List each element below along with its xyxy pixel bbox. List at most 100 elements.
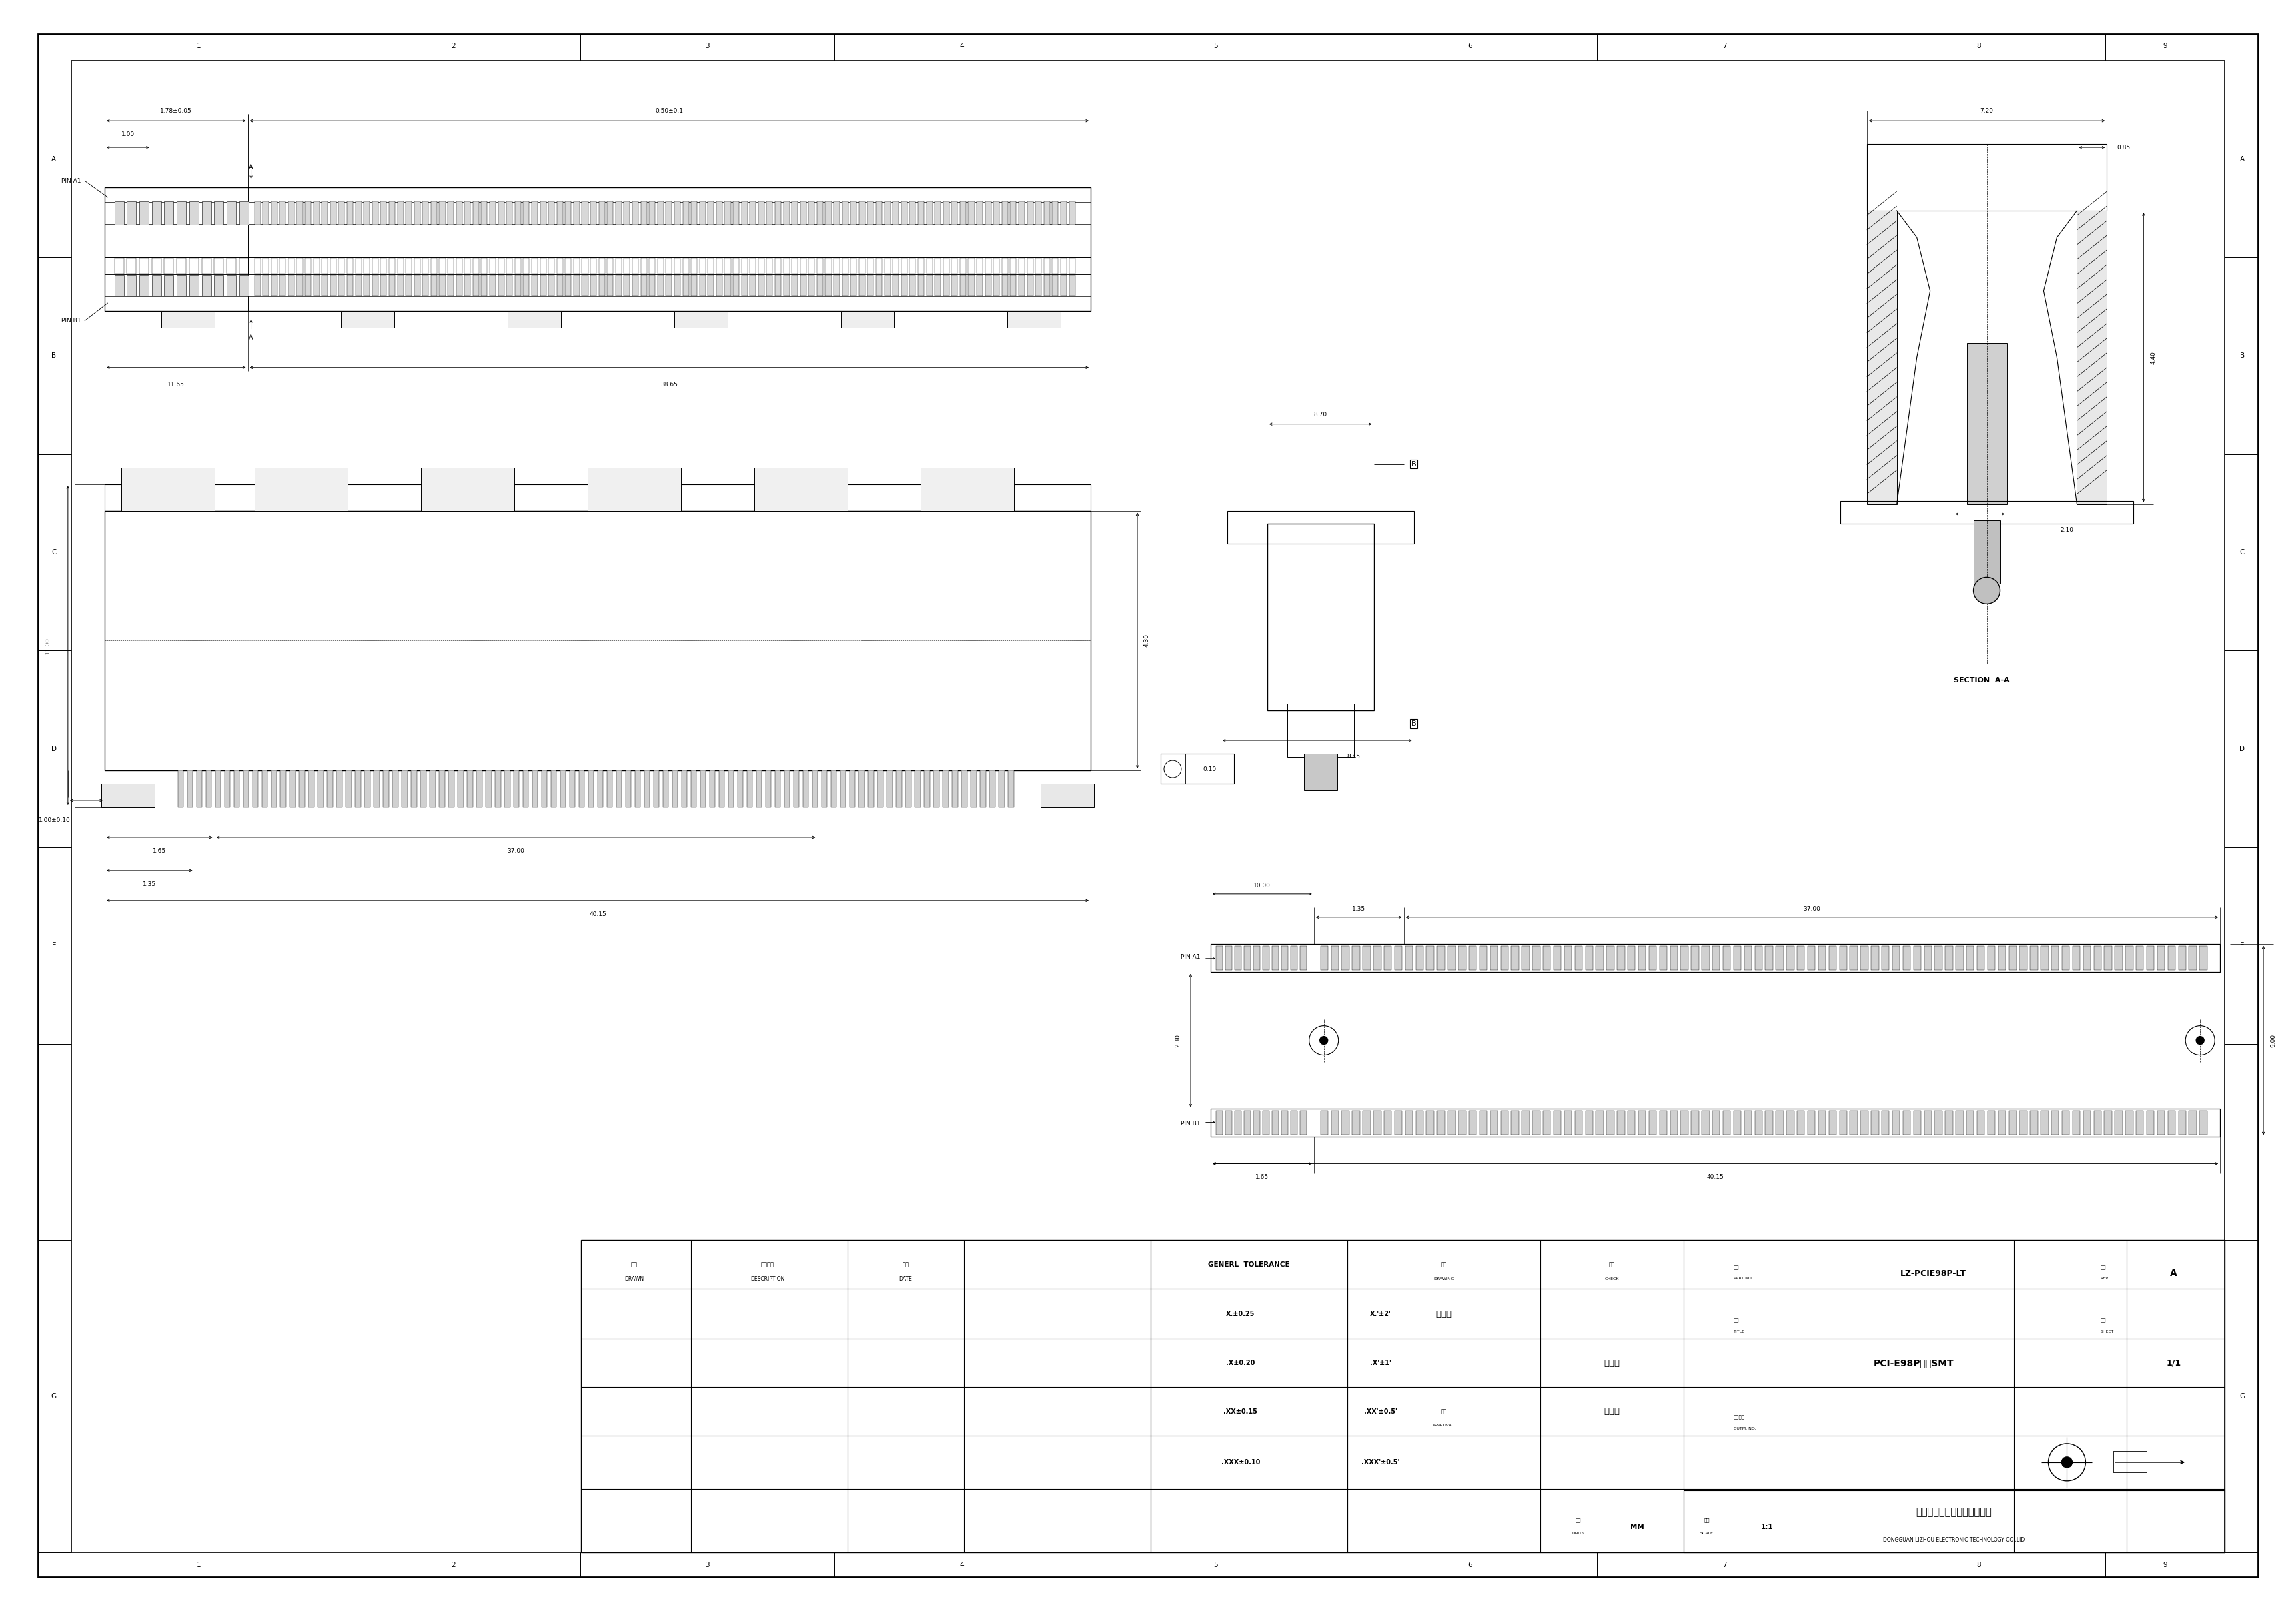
- Bar: [2094, 1112, 2101, 1136]
- Bar: [1008, 311, 1061, 327]
- Text: 11.65: 11.65: [168, 382, 186, 387]
- Bar: [2078, 211, 2108, 504]
- Bar: [1235, 1112, 1242, 1136]
- Text: 10.00: 10.00: [1254, 883, 1272, 888]
- Bar: [682, 275, 689, 295]
- Bar: [804, 770, 808, 807]
- Bar: [1988, 946, 1995, 970]
- Bar: [808, 275, 815, 295]
- Bar: [574, 201, 579, 226]
- Text: 东菞市利洲电子科技有限公司: 东菞市利洲电子科技有限公司: [1917, 1508, 1993, 1518]
- Bar: [1458, 946, 1465, 970]
- Bar: [944, 275, 948, 295]
- Bar: [625, 770, 631, 807]
- Bar: [951, 275, 957, 295]
- Bar: [1584, 946, 1593, 970]
- Bar: [615, 258, 622, 274]
- Bar: [1867, 211, 1896, 504]
- Bar: [1543, 1112, 1550, 1136]
- Text: 制图: 制图: [1442, 1261, 1446, 1268]
- Bar: [239, 275, 248, 295]
- Bar: [1628, 946, 1635, 970]
- Bar: [505, 770, 510, 807]
- Bar: [801, 258, 806, 274]
- Bar: [758, 275, 765, 295]
- Bar: [514, 770, 519, 807]
- Bar: [574, 258, 579, 274]
- Text: PIN A1: PIN A1: [62, 177, 80, 184]
- Bar: [1045, 201, 1049, 226]
- Text: A: A: [248, 333, 253, 342]
- Bar: [953, 770, 957, 807]
- Text: 1:1: 1:1: [1761, 1524, 1773, 1530]
- Bar: [188, 258, 200, 274]
- Text: 0.50±0.1: 0.50±0.1: [654, 108, 684, 114]
- Text: 1.00: 1.00: [122, 132, 135, 137]
- Bar: [1010, 201, 1017, 226]
- Text: 7.20: 7.20: [1979, 108, 1993, 114]
- Bar: [507, 275, 512, 295]
- Bar: [1883, 946, 1890, 970]
- Bar: [817, 258, 824, 274]
- Bar: [746, 770, 753, 807]
- Bar: [540, 201, 546, 226]
- Text: 3: 3: [705, 1561, 709, 1568]
- Text: G: G: [51, 1394, 57, 1400]
- Bar: [523, 258, 530, 274]
- Bar: [239, 258, 248, 274]
- Bar: [925, 275, 932, 295]
- Bar: [2200, 946, 2206, 970]
- Text: .XXX'±0.5': .XXX'±0.5': [1362, 1460, 1401, 1466]
- Bar: [152, 275, 161, 295]
- Bar: [1244, 946, 1251, 970]
- Bar: [115, 201, 124, 226]
- Bar: [641, 201, 647, 226]
- Bar: [895, 770, 902, 807]
- Bar: [2135, 946, 2144, 970]
- Bar: [2082, 946, 2092, 970]
- Bar: [1860, 1112, 1869, 1136]
- Bar: [2030, 946, 2037, 970]
- Bar: [126, 201, 135, 226]
- Bar: [840, 311, 893, 327]
- Bar: [1437, 946, 1444, 970]
- Bar: [1052, 275, 1058, 295]
- Bar: [2041, 946, 2048, 970]
- Text: 5: 5: [1212, 1561, 1217, 1568]
- Text: X.'±2': X.'±2': [1371, 1311, 1391, 1318]
- Bar: [606, 275, 613, 295]
- Text: B: B: [51, 353, 57, 359]
- Bar: [1924, 946, 1931, 970]
- Bar: [980, 770, 985, 807]
- Bar: [737, 770, 744, 807]
- Text: D: D: [51, 746, 57, 752]
- Bar: [1417, 946, 1424, 970]
- Text: 8.45: 8.45: [1348, 754, 1362, 760]
- Bar: [1564, 946, 1573, 970]
- Bar: [388, 258, 395, 274]
- Bar: [372, 201, 379, 226]
- Bar: [296, 258, 303, 274]
- Text: 1.78±0.05: 1.78±0.05: [161, 108, 193, 114]
- Bar: [758, 201, 765, 226]
- Bar: [691, 258, 698, 274]
- Bar: [2135, 1112, 2144, 1136]
- Text: 陈万财: 陈万财: [1435, 1310, 1451, 1318]
- Bar: [533, 770, 537, 807]
- Text: E: E: [53, 942, 55, 949]
- Bar: [165, 201, 174, 226]
- Bar: [606, 201, 613, 226]
- Bar: [1226, 946, 1233, 970]
- Bar: [1511, 946, 1518, 970]
- Bar: [420, 467, 514, 511]
- Bar: [498, 275, 505, 295]
- Bar: [234, 770, 239, 807]
- Bar: [971, 770, 976, 807]
- Bar: [165, 258, 174, 274]
- Text: 核准: 核准: [1442, 1408, 1446, 1414]
- Bar: [1272, 946, 1279, 970]
- Bar: [944, 770, 948, 807]
- Bar: [356, 258, 360, 274]
- Bar: [776, 275, 781, 295]
- Bar: [514, 275, 521, 295]
